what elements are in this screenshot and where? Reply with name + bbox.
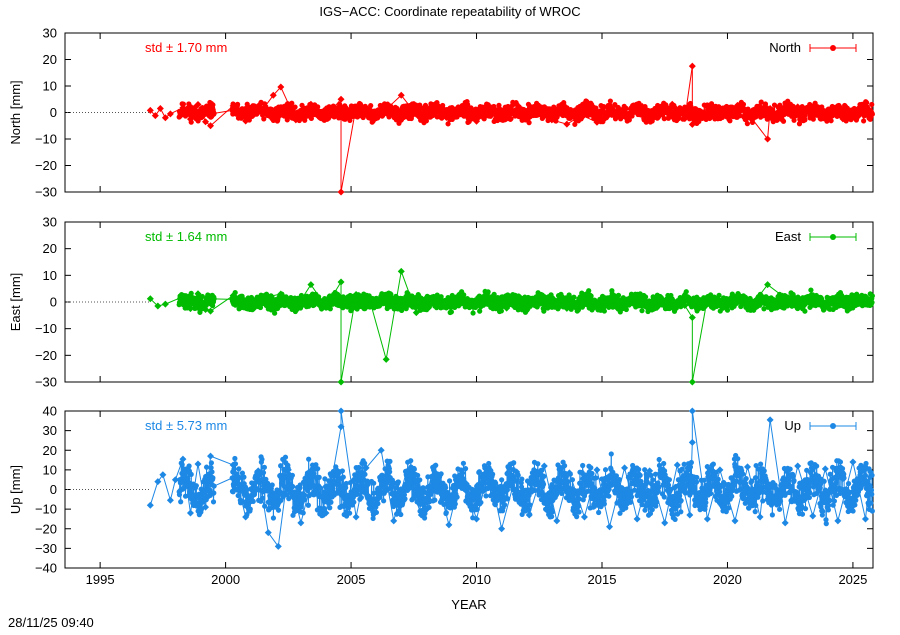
y-tick-label: 20: [43, 241, 57, 256]
y-tick-label: 10: [43, 268, 57, 283]
y-tick-label: 10: [43, 79, 57, 94]
north-panel: −30 −20 −10 0 10 20 30 North [mm] std ± 1.70 mm N…: [8, 26, 875, 200]
chart-title: IGS−ACC: Coordinate repeatability of WRO…: [319, 4, 580, 19]
timestamp: 28/11/25 09:40: [8, 615, 94, 630]
y-axis-label: North [mm]: [8, 80, 23, 144]
panels-group: −30 −20 −10 0 10 20 30 North [mm] std ± 1.70 mm N…: [8, 26, 875, 588]
y-tick-label: 20: [43, 52, 57, 67]
legend: North: [769, 40, 856, 55]
data-point: [689, 63, 696, 70]
band-segment: [214, 110, 232, 113]
y-axis-label: East [mm]: [8, 273, 23, 332]
series-segment: [753, 119, 768, 139]
y-tick-label: 30: [43, 215, 57, 230]
y-tick-label: 0: [50, 105, 57, 120]
data-point: [563, 121, 570, 128]
y-tick-label: −30: [35, 185, 57, 200]
legend-marker: [830, 45, 836, 51]
legend-label: North: [769, 40, 801, 55]
y-tick-label: 0: [50, 295, 57, 310]
data-point: [338, 189, 345, 196]
data-point: [157, 105, 164, 112]
std-label: std ± 1.70 mm: [145, 40, 227, 55]
y-tick-label: −20: [35, 348, 57, 363]
y-tick-label: −10: [35, 132, 57, 147]
y-tick-label: −20: [35, 158, 57, 173]
y-tick-label: −30: [35, 375, 57, 390]
y-tick-label: −10: [35, 321, 57, 336]
y-tick-label: 30: [43, 26, 57, 41]
x-axis-label: YEAR: [451, 597, 486, 612]
